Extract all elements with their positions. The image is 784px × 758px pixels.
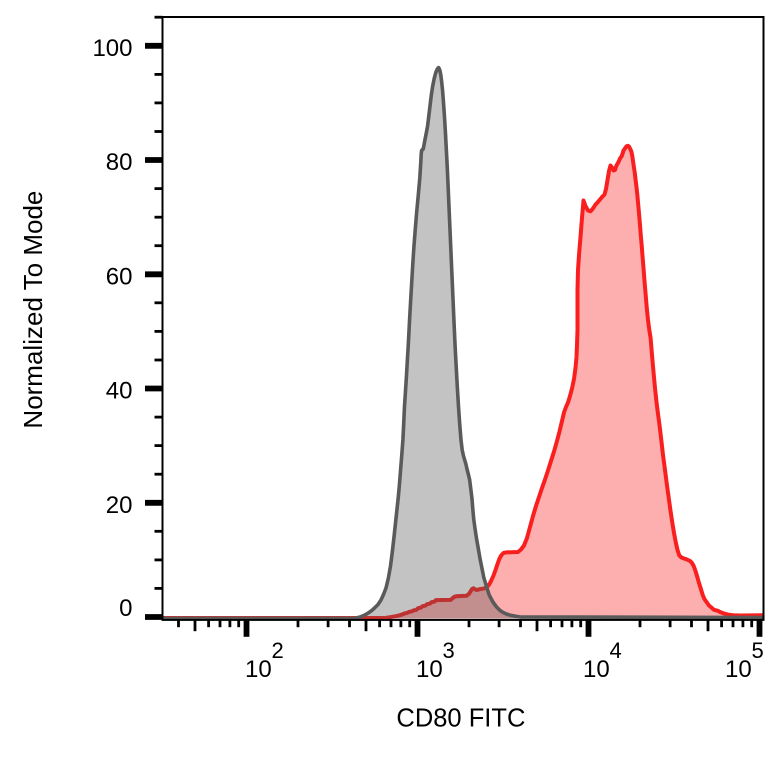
svg-text:40: 40 [106, 378, 133, 405]
svg-text:3: 3 [443, 638, 455, 663]
svg-text:Normalized To Mode: Normalized To Mode [18, 191, 48, 429]
svg-text:20: 20 [106, 492, 133, 519]
svg-text:4: 4 [610, 638, 622, 663]
svg-text:10: 10 [725, 656, 752, 683]
svg-text:60: 60 [106, 263, 133, 290]
svg-text:0: 0 [119, 595, 132, 622]
svg-text:10: 10 [583, 656, 610, 683]
svg-text:2: 2 [272, 638, 284, 663]
svg-text:10: 10 [245, 656, 272, 683]
svg-text:10: 10 [416, 656, 443, 683]
svg-text:80: 80 [106, 149, 133, 176]
svg-text:CD80 FITC: CD80 FITC [396, 705, 525, 733]
svg-text:100: 100 [92, 35, 132, 62]
svg-text:5: 5 [752, 638, 764, 663]
